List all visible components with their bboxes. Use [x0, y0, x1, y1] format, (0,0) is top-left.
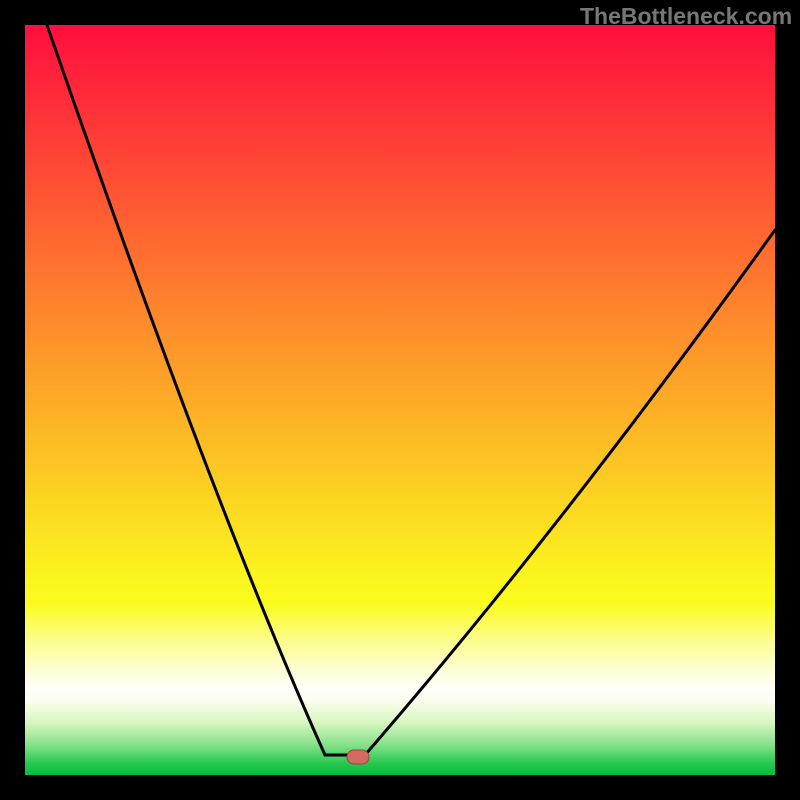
gradient-background	[25, 25, 775, 775]
watermark-text: TheBottleneck.com	[580, 3, 792, 30]
optimal-point-marker	[347, 750, 369, 764]
bottleneck-chart	[0, 0, 800, 800]
